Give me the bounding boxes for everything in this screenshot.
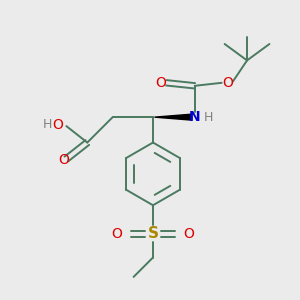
Text: O: O xyxy=(52,118,64,132)
Text: O: O xyxy=(58,154,69,167)
Text: O: O xyxy=(112,226,123,241)
Text: O: O xyxy=(183,226,194,241)
Polygon shape xyxy=(154,114,192,120)
Text: O: O xyxy=(222,76,233,90)
Text: N: N xyxy=(189,110,201,124)
Text: H: H xyxy=(204,111,214,124)
Text: H: H xyxy=(43,118,52,131)
Text: S: S xyxy=(148,226,158,241)
Text: O: O xyxy=(155,76,166,90)
